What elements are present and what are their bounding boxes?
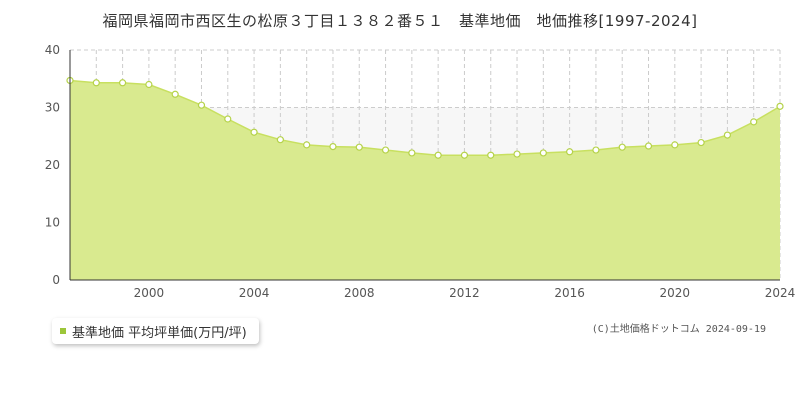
data-point: [355, 143, 363, 151]
data-point: [434, 151, 442, 159]
data-point: [92, 79, 100, 87]
data-point: [118, 79, 127, 87]
copyright-text: (C)土地価格ドットコム 2024-09-19: [591, 324, 766, 335]
chart-title: 福岡県福岡市西区生の松原３丁目１３８２番５１ 基準地価 地価推移[1997-20…: [102, 12, 698, 30]
x-tick-label: 2016: [554, 286, 585, 300]
data-point: [329, 143, 337, 151]
x-tick-label: 2012: [449, 286, 480, 300]
data-point: [592, 146, 600, 154]
x-tick-label: 2004: [239, 286, 270, 300]
series-line: [69, 79, 781, 156]
data-point: [303, 141, 311, 149]
data-point: [250, 128, 258, 136]
y-tick-label: 10: [45, 216, 60, 230]
x-tick-label: 2020: [660, 286, 691, 300]
legend: 基準地価 平均坪単価(万円/坪): [52, 318, 259, 344]
data-point: [487, 151, 495, 159]
data-point: [171, 90, 179, 98]
data-point: [381, 146, 390, 154]
data-point: [408, 149, 416, 157]
legend-marker: [60, 328, 66, 334]
data-point: [776, 102, 784, 110]
y-tick-label: 20: [45, 158, 60, 172]
x-tick-label: 2024: [765, 286, 796, 300]
data-point: [723, 131, 732, 139]
data-point: [697, 138, 705, 147]
data-point: [539, 149, 547, 157]
legend-label: 基準地価 平均坪単価(万円/坪): [72, 325, 247, 341]
y-tick-label: 40: [45, 43, 60, 57]
data-point: [566, 148, 574, 156]
data-point: [618, 143, 626, 151]
data-point: [750, 118, 758, 126]
data-point: [276, 136, 284, 144]
data-point: [644, 142, 653, 150]
data-point: [513, 150, 521, 158]
x-tick-label: 2008: [344, 286, 375, 300]
x-tick-label: 2000: [134, 286, 165, 300]
y-tick-label: 30: [45, 101, 60, 115]
data-point: [145, 80, 153, 89]
data-point: [197, 101, 206, 109]
y-tick-label: 0: [52, 273, 60, 287]
series-area: [70, 80, 780, 280]
data-point: [224, 115, 232, 123]
data-point: [671, 141, 679, 149]
data-point: [460, 151, 469, 159]
